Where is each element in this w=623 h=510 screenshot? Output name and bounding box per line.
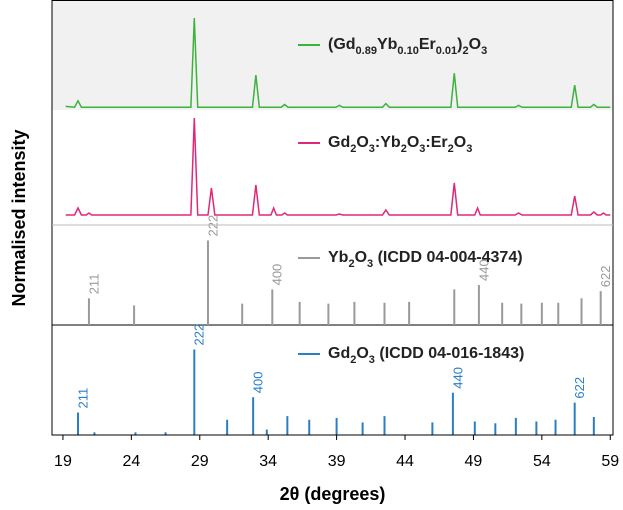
hkl-label: 440 — [450, 367, 465, 389]
x-tick-label: 29 — [191, 453, 209, 470]
x-tick-label: 59 — [601, 453, 619, 470]
x-tick-label: 44 — [396, 453, 414, 470]
intensity-line — [65, 117, 611, 216]
x-tick-label: 49 — [465, 453, 483, 470]
x-tick-label: 24 — [122, 453, 140, 470]
hkl-label: 440 — [476, 259, 491, 281]
x-tick-label: 19 — [54, 453, 72, 470]
x-axis-label: 2θ (degrees) — [280, 484, 386, 504]
hkl-label: 400 — [270, 264, 285, 286]
x-tick-label: 54 — [533, 453, 551, 470]
panel-background — [52, 0, 613, 110]
legend-label: Gd2O3 (ICDD 04-016-1843) — [328, 345, 524, 366]
plot-frame — [51, 0, 614, 436]
hkl-label: 622 — [598, 265, 613, 287]
hkl-label: 222 — [192, 324, 207, 346]
x-tick-label: 39 — [328, 453, 346, 470]
legend-label: (Gd0.89Yb0.10Er0.01)2O3 — [328, 36, 487, 57]
hkl-label: 222 — [205, 215, 220, 237]
legend-label: Yb2O3 (ICDD 04-004-4374) — [328, 249, 523, 270]
hkl-label: 622 — [572, 377, 587, 399]
legend-label: Gd2O3:Yb2O3:Er2O3 — [328, 134, 472, 155]
hkl-label: 400 — [251, 371, 266, 393]
y-axis-label: Normalised intensity — [9, 129, 29, 306]
intensity-line — [65, 17, 611, 109]
hkl-label: 211 — [75, 388, 90, 409]
x-tick-label: 34 — [259, 453, 277, 470]
hkl-label: 211 — [86, 274, 101, 295]
